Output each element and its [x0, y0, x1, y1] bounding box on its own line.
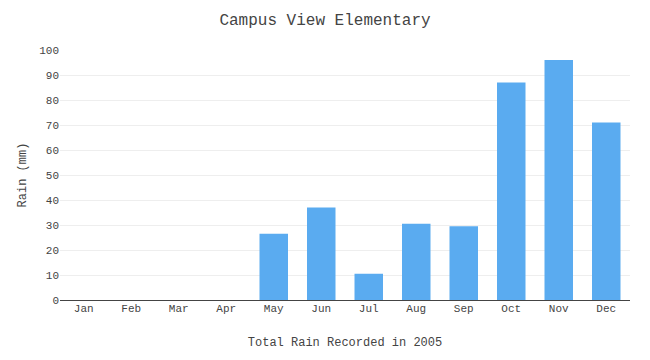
svg-text:Campus View Elementary: Campus View Elementary [219, 12, 431, 30]
svg-text:Sep: Sep [454, 303, 474, 315]
svg-text:20: 20 [46, 245, 59, 257]
svg-text:Dec: Dec [596, 303, 616, 315]
svg-text:10: 10 [46, 270, 59, 282]
svg-text:Rain (mm): Rain (mm) [16, 143, 30, 208]
svg-text:40: 40 [46, 195, 59, 207]
svg-text:30: 30 [46, 220, 59, 232]
svg-text:60: 60 [46, 145, 59, 157]
svg-text:70: 70 [46, 120, 59, 132]
svg-text:50: 50 [46, 170, 59, 182]
svg-text:80: 80 [46, 95, 59, 107]
svg-text:May: May [264, 303, 284, 315]
svg-text:Total Rain Recorded in 2005: Total Rain Recorded in 2005 [248, 336, 442, 350]
svg-text:100: 100 [39, 45, 59, 57]
svg-text:90: 90 [46, 70, 59, 82]
svg-text:Feb: Feb [121, 303, 141, 315]
svg-text:Jun: Jun [311, 303, 331, 315]
svg-text:Apr: Apr [216, 303, 236, 315]
svg-text:Aug: Aug [406, 303, 426, 315]
svg-text:0: 0 [52, 295, 59, 307]
svg-text:Mar: Mar [169, 303, 189, 315]
svg-text:Nov: Nov [549, 303, 569, 315]
svg-text:Jan: Jan [74, 303, 94, 315]
svg-text:Jul: Jul [359, 303, 379, 315]
svg-text:Oct: Oct [501, 303, 521, 315]
